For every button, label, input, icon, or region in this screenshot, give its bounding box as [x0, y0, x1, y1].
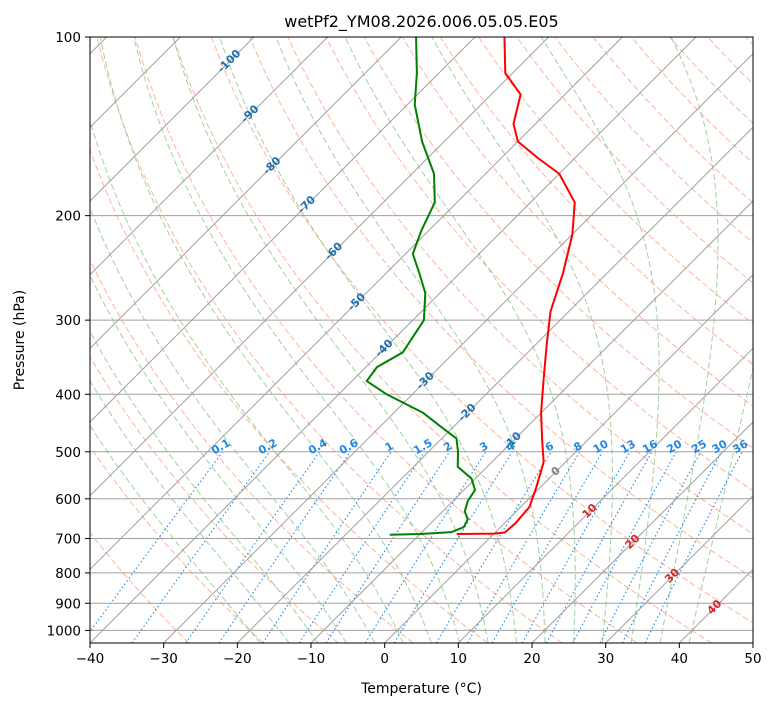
isotherm-line [90, 37, 476, 423]
mixing-ratio-line [435, 451, 552, 643]
x-tick-label: −30 [149, 651, 178, 667]
moist-adiabat [172, 37, 489, 643]
dry-adiabat [90, 148, 488, 643]
dry-adiabat [516, 37, 753, 284]
mixing-ratio-line [572, 451, 677, 643]
x-axis-label: Temperature (°C) [360, 681, 482, 697]
x-tick-label: 0 [380, 651, 389, 667]
isotherm-line [310, 200, 753, 643]
dry-adiabat [249, 37, 753, 579]
background-lines [90, 37, 753, 643]
isotherm-line [384, 273, 753, 643]
moist-adiabat [90, 424, 261, 643]
moist-adiabat [275, 37, 546, 643]
x-tick-label: 50 [744, 651, 761, 667]
mixing-ratio-line [325, 451, 451, 643]
isotherm-line [90, 37, 550, 497]
y-tick-label: 800 [55, 566, 81, 582]
y-tick-label: 200 [55, 209, 81, 225]
y-tick-label: 1000 [47, 623, 81, 639]
plot-frame [89, 36, 754, 644]
isotherm-line [163, 52, 753, 643]
mixing-ratio-line [298, 451, 426, 643]
moist-adiabat [540, 37, 660, 643]
mixing-ratio-line [644, 451, 743, 643]
moist-adiabat [344, 37, 576, 643]
moist-adiabat [90, 273, 347, 643]
moist-adiabat [219, 37, 518, 643]
x-tick-label: 40 [671, 651, 688, 667]
isotherm-line [90, 37, 402, 350]
y-tick-label: 100 [55, 30, 81, 46]
dry-adiabat [90, 531, 190, 643]
moist-adiabat [659, 37, 719, 643]
mixing-ratio-line [90, 451, 224, 633]
dry-adiabat [211, 37, 753, 624]
dry-adiabat [134, 37, 638, 643]
moist-adiabat [99, 37, 432, 643]
x-tick-label: −10 [297, 651, 326, 667]
dry-adiabat [90, 355, 339, 643]
dewpoint-profile-line [365, 37, 477, 536]
profiles [365, 37, 576, 536]
moist-adiabat [90, 119, 404, 643]
mixing-ratio-line [131, 451, 271, 643]
moist-adiabat [431, 37, 613, 643]
isotherm-line [531, 421, 753, 643]
y-tick-label: 600 [55, 492, 81, 508]
mixing-ratio-line [364, 451, 487, 643]
isotherm-line [457, 347, 753, 643]
y-tick-label: 500 [55, 445, 81, 461]
x-tick-label: 20 [523, 651, 540, 667]
chart-title: wetPf2_YM08.2026.006.05.05.E05 [284, 12, 558, 32]
axes: −40 −30 −20 −10 0 10 20 30 40 50 100 200 300 400 500 60… [47, 30, 762, 667]
moist-adiabat [90, 379, 290, 643]
y-tick-label: 700 [55, 532, 81, 548]
dry-adiabat [440, 37, 753, 366]
temperature-profile-line [456, 37, 576, 536]
mixing-ratio-line [262, 451, 392, 643]
isotherm-line [90, 37, 623, 571]
isotherm-line [90, 37, 329, 276]
x-tick-label: 30 [597, 651, 614, 667]
dry-adiabat [90, 445, 264, 643]
dry-adiabat [401, 37, 753, 407]
mixing-ratio-line [521, 451, 631, 643]
y-axis-label: Pressure (hPa) [12, 290, 28, 390]
y-tick-label: 400 [55, 387, 81, 403]
isotherm-line [605, 494, 753, 643]
mixing-ratio-line [218, 451, 351, 643]
mixing-ratio-line [599, 451, 702, 643]
moist-adiabat [133, 37, 461, 643]
x-tick-label: 10 [450, 651, 467, 667]
mixing-ratio-line [185, 451, 321, 643]
isotherm-line [90, 37, 697, 643]
isotherm-line [236, 126, 753, 643]
x-tick-label: −20 [223, 651, 252, 667]
y-tick-label: 300 [55, 313, 81, 329]
x-tick-label: −40 [76, 651, 105, 667]
isotherm-line [90, 37, 255, 202]
plot-background [90, 37, 753, 643]
moist-adiabat [90, 206, 376, 643]
dry-adiabat [96, 37, 563, 643]
y-tick-label: 900 [55, 596, 81, 612]
mixing-ratio-line [545, 451, 653, 643]
